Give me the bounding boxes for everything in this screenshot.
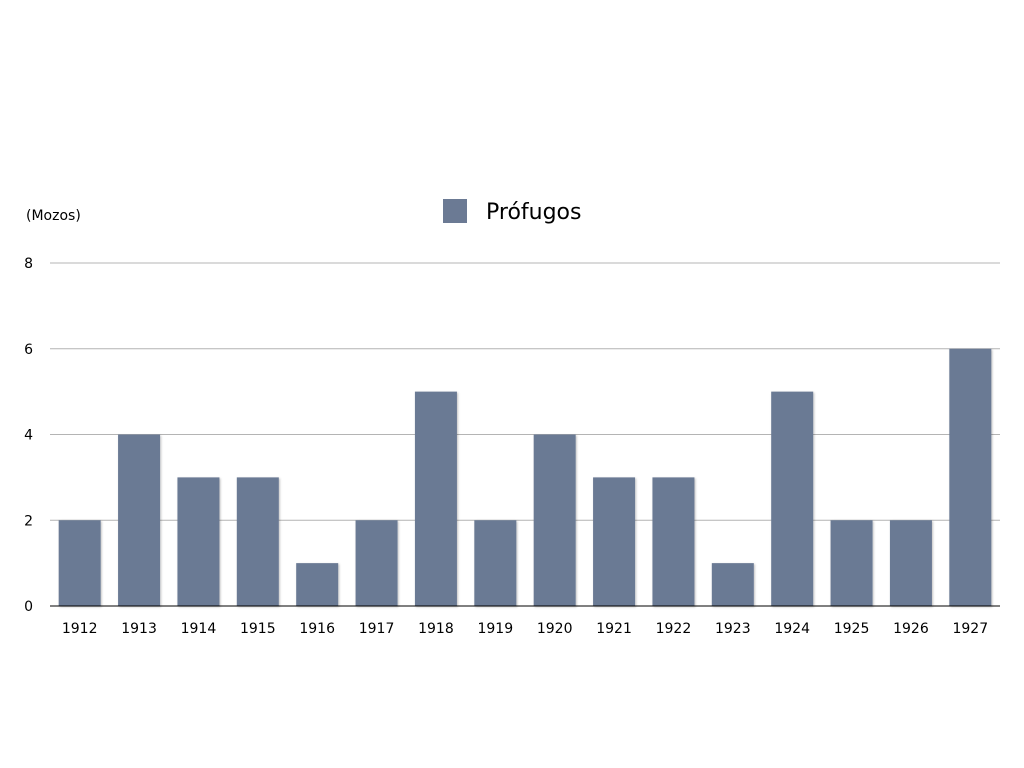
x-tick-label: 1926 bbox=[893, 621, 929, 637]
bar-1915 bbox=[236, 477, 279, 606]
bar-1916 bbox=[296, 563, 339, 606]
legend: Prófugos bbox=[443, 199, 581, 225]
x-tick-label: 1927 bbox=[952, 621, 988, 637]
x-tick-label: 1915 bbox=[240, 621, 276, 637]
bar-1923 bbox=[711, 563, 754, 606]
bars bbox=[58, 348, 992, 606]
x-tick-label: 1923 bbox=[715, 621, 751, 637]
x-tick-label: 1925 bbox=[834, 621, 870, 637]
x-tick-label: 1917 bbox=[359, 621, 395, 637]
x-tick-label: 1920 bbox=[537, 621, 573, 637]
y-tick-label: 0 bbox=[24, 599, 33, 615]
x-tick-label: 1912 bbox=[62, 621, 98, 637]
bar-1920 bbox=[533, 434, 576, 606]
bar-1917 bbox=[355, 520, 398, 606]
bar-1925 bbox=[830, 520, 873, 606]
y-tick-label: 4 bbox=[24, 428, 33, 444]
x-tick-label: 1916 bbox=[299, 621, 335, 637]
bar-1927 bbox=[949, 348, 992, 606]
y-tick-label: 8 bbox=[24, 256, 33, 272]
x-axis-ticks: 1912 1913 1914 1915 1916 1917 1918 1919 1920 1921… bbox=[62, 621, 988, 637]
bar-1913 bbox=[118, 434, 161, 606]
x-tick-label: 1921 bbox=[596, 621, 632, 637]
bar-1926 bbox=[889, 520, 932, 606]
legend-label: Prófugos bbox=[486, 200, 581, 225]
bar-1912 bbox=[58, 520, 101, 606]
x-tick-label: 1913 bbox=[121, 621, 157, 637]
bar-1918 bbox=[414, 391, 457, 606]
bar-1914 bbox=[177, 477, 220, 606]
x-tick-label: 1918 bbox=[418, 621, 454, 637]
y-axis-ticks: 0 2 4 6 8 bbox=[24, 256, 33, 615]
x-tick-label: 1919 bbox=[477, 621, 513, 637]
x-tick-label: 1924 bbox=[774, 621, 810, 637]
bar-1922 bbox=[652, 477, 695, 606]
bar-1921 bbox=[593, 477, 636, 606]
legend-swatch bbox=[443, 199, 467, 223]
bar-1924 bbox=[771, 391, 814, 606]
y-tick-label: 2 bbox=[24, 513, 33, 529]
x-tick-label: 1922 bbox=[656, 621, 692, 637]
y-axis-unit-label: (Mozos) bbox=[26, 208, 81, 224]
y-tick-label: 6 bbox=[24, 342, 33, 358]
bar-1919 bbox=[474, 520, 517, 606]
x-tick-label: 1914 bbox=[181, 621, 217, 637]
